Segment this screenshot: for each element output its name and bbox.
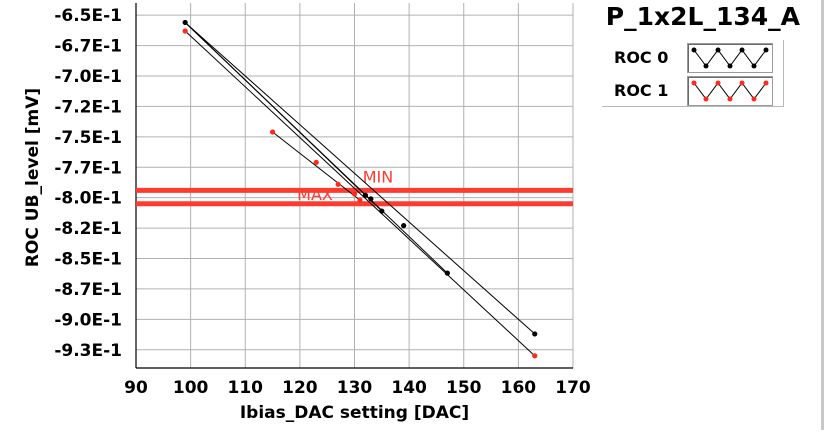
chart-title: P_1x2L_134_A [605,2,800,31]
legend-marker [715,80,721,86]
x-tick-label: 90 [124,378,148,398]
y-tick-label: -7.7E-1 [54,158,122,178]
legend-swatch-line-roc1 [691,80,769,102]
x-axis-title: Ibias_DAC setting [DAC] [240,403,469,423]
legend-marker [763,47,769,53]
legend-marker [739,47,745,53]
series-line-roc1 [184,30,536,357]
y-tick-label: -8.5E-1 [54,250,122,270]
x-tick-label: 130 [337,378,373,398]
data-point-roc0 [444,270,450,276]
data-point-roc1 [269,129,276,135]
data-point-roc0 [379,208,385,214]
legend-label-roc0: ROC 0 [614,48,669,67]
legend: ROC 0 ROC 1 [602,40,784,107]
legend-marker [727,63,733,69]
y-tick-label: -7.0E-1 [54,67,122,87]
legend-marker [751,96,757,102]
data-point-roc1 [351,191,358,197]
data-point-roc0 [182,19,188,26]
x-tick-label: 170 [555,378,591,398]
reference-label-min: MIN [363,167,394,186]
data-point-roc1 [357,197,363,203]
x-tick-label: 160 [501,378,537,398]
y-tick-label: -7.5E-1 [54,128,122,148]
window-edge [821,0,824,430]
legend-marker [763,80,769,86]
legend-item-roc0: ROC 0 [602,40,783,73]
y-tick-label: -9.0E-1 [54,310,122,330]
y-tick-label: -8.7E-1 [54,280,122,300]
data-point-roc0 [401,223,407,229]
y-tick-label: -7.2E-1 [54,97,122,117]
legend-marker [691,80,697,86]
series-line-roc0 [184,22,448,274]
legend-swatch-line-roc0 [691,47,769,69]
series-line-roc0 [184,22,536,335]
x-tick-label: 120 [282,378,318,398]
legend-label-roc1: ROC 1 [614,81,669,100]
legend-marker [691,47,697,53]
y-tick-label: -6.7E-1 [54,37,122,57]
legend-marker [739,80,745,86]
data-point-roc1 [335,181,341,187]
data-point-roc0 [362,192,369,198]
reference-label-max: MAX [297,185,333,204]
legend-swatch-roc1 [687,76,773,106]
data-point-roc1 [532,353,538,359]
legend-marker [703,63,709,69]
legend-marker [727,96,733,102]
legend-marker [715,47,721,53]
legend-marker [751,63,757,69]
y-axis-title: ROC UB_level [mV] [23,88,43,267]
legend-marker [703,96,709,102]
legend-item-roc1: ROC 1 [602,73,783,106]
data-point-roc0 [368,196,374,202]
y-tick-label: -8.0E-1 [54,189,122,209]
data-point-roc0 [532,331,538,337]
x-tick-label: 110 [228,378,264,398]
x-tick-label: 140 [391,378,427,398]
x-tick-label: 100 [173,378,209,398]
y-tick-label: -8.2E-1 [54,219,122,239]
legend-swatch-roc0 [687,43,773,73]
y-tick-label: -6.5E-1 [54,6,122,26]
x-tick-label: 150 [446,378,482,398]
series-line-roc1 [272,131,361,201]
data-point-roc1 [182,28,188,34]
data-point-roc1 [313,159,319,165]
y-tick-label: -9.3E-1 [54,341,122,361]
